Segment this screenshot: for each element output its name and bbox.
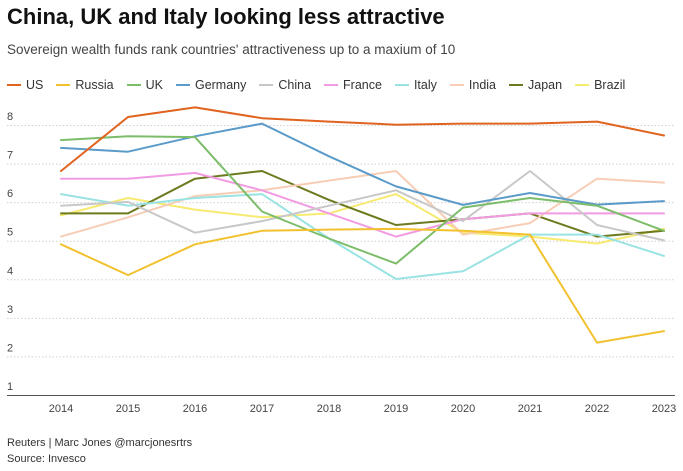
legend-item-italy: Italy [394, 78, 437, 92]
x-tick-label: 2015 [116, 403, 140, 415]
legend-label: Brazil [594, 78, 626, 92]
x-tick-label: 2023 [652, 403, 676, 415]
y-tick-label: 8 [7, 111, 13, 123]
x-tick-label: 2014 [49, 403, 73, 415]
legend-item-germany: Germany [175, 78, 247, 92]
series-line-russia [60, 227, 665, 344]
footer-credit: Reuters | Marc Jones @marcjonesrtrs [7, 437, 193, 449]
legend-item-us: US [7, 78, 43, 92]
y-tick-label: 6 [7, 188, 13, 200]
legend-swatch [575, 84, 590, 86]
y-tick-label: 2 [7, 342, 13, 354]
legend-label: China [278, 78, 312, 92]
legend-label: US [26, 78, 44, 92]
legend-swatch [324, 84, 339, 86]
x-tick-label: 2020 [451, 403, 475, 415]
legend-label: Japan [528, 78, 563, 92]
y-tick-label: 3 [7, 304, 13, 316]
legend-item-china: China [259, 78, 311, 92]
legend-label: UK [145, 78, 163, 92]
x-tick-label: 2021 [518, 403, 542, 415]
series-line-japan [60, 170, 665, 238]
legend-item-france: France [324, 78, 382, 92]
series-line-italy [60, 193, 665, 280]
series-line-germany [60, 122, 665, 206]
footer-source: Source: Invesco [7, 453, 86, 465]
series-line-france [60, 171, 665, 238]
legend-label: Italy [413, 78, 437, 92]
chart-subtitle: Sovereign wealth funds rank countries' a… [7, 42, 456, 57]
legend-swatch [509, 84, 523, 86]
y-tick-label: 1 [7, 381, 13, 393]
chart-legend: US Russia UK Germany China France Italy India Ja… [7, 78, 638, 92]
legend-swatch [175, 84, 190, 86]
x-tick-label: 2022 [585, 403, 609, 415]
y-tick-label: 7 [7, 150, 13, 162]
legend-swatch [56, 84, 71, 86]
legend-swatch [259, 84, 274, 86]
legend-item-brazil: Brazil [575, 78, 625, 92]
x-tick-label: 2019 [384, 403, 408, 415]
series-line-us [60, 106, 665, 172]
series-line-brazil [60, 193, 665, 245]
y-tick-label: 4 [7, 265, 13, 277]
legend-item-russia: Russia [56, 78, 114, 92]
legend-label: India [468, 78, 496, 92]
series-line-uk [60, 135, 665, 265]
legend-item-uk: UK [126, 78, 163, 92]
legend-label: France [343, 78, 382, 92]
legend-swatch [126, 84, 141, 86]
x-tick-label: 2016 [183, 403, 207, 415]
legend-item-japan: Japan [509, 78, 562, 92]
line-chart: 1 2 3 4 5 6 7 8 2014 2015 2016 2017 2018 2019 2020 2021… [7, 106, 676, 415]
x-tick-label: 2018 [317, 403, 341, 415]
legend-swatch [394, 84, 409, 86]
legend-swatch [449, 84, 464, 86]
legend-swatch [7, 84, 21, 86]
legend-label: Russia [75, 78, 114, 92]
chart-title: China, UK and Italy looking less attract… [7, 4, 445, 29]
x-tick-label: 2017 [250, 403, 274, 415]
legend-item-india: India [449, 78, 496, 92]
y-tick-label: 5 [7, 227, 13, 239]
legend-label: Germany [194, 78, 247, 92]
